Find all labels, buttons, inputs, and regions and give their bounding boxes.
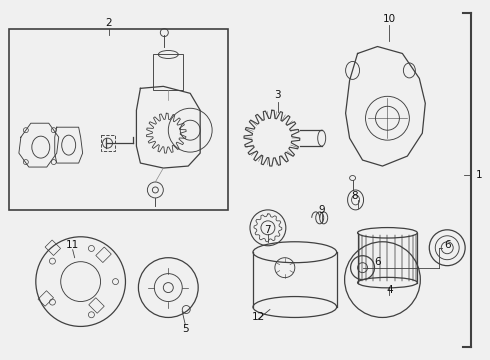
Text: 9: 9: [318, 205, 325, 215]
Text: 3: 3: [274, 90, 281, 100]
Text: 5: 5: [182, 324, 189, 334]
Text: 6: 6: [374, 257, 381, 267]
Bar: [38, 291, 53, 306]
Bar: [45, 240, 61, 256]
Bar: [100, 135, 115, 151]
Bar: [89, 298, 104, 313]
Text: 10: 10: [383, 14, 396, 24]
Text: 6: 6: [444, 240, 450, 250]
Text: 1: 1: [476, 170, 483, 180]
Text: 8: 8: [351, 191, 358, 201]
Text: 2: 2: [105, 18, 112, 28]
Text: 11: 11: [66, 240, 79, 250]
Text: 4: 4: [386, 284, 393, 294]
Text: 12: 12: [251, 312, 265, 323]
Bar: [96, 247, 111, 262]
Bar: [9, 28, 228, 210]
Bar: [153, 54, 183, 90]
Text: 7: 7: [265, 225, 271, 235]
